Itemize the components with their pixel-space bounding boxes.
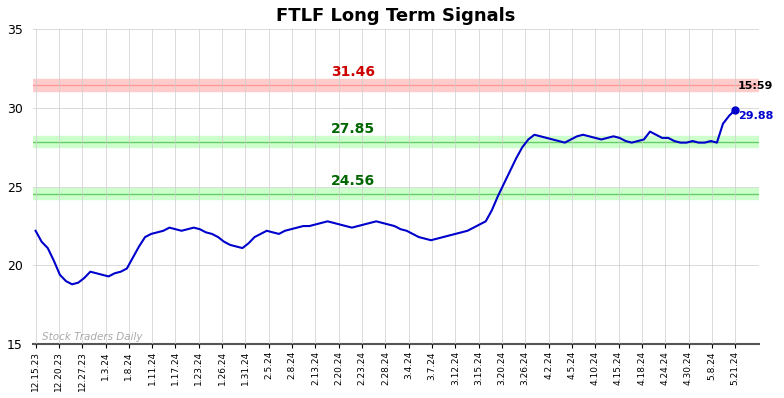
Bar [33, 80, 760, 90]
Bar [33, 188, 760, 199]
Text: 31.46: 31.46 [331, 66, 375, 80]
Bar [33, 137, 760, 147]
Title: FTLF Long Term Signals: FTLF Long Term Signals [276, 7, 516, 25]
Text: 15:59: 15:59 [739, 81, 774, 91]
Text: 27.85: 27.85 [331, 122, 376, 137]
Text: 24.56: 24.56 [331, 174, 376, 188]
Text: Stock Traders Daily: Stock Traders Daily [42, 332, 142, 342]
Text: 29.88: 29.88 [739, 111, 774, 121]
